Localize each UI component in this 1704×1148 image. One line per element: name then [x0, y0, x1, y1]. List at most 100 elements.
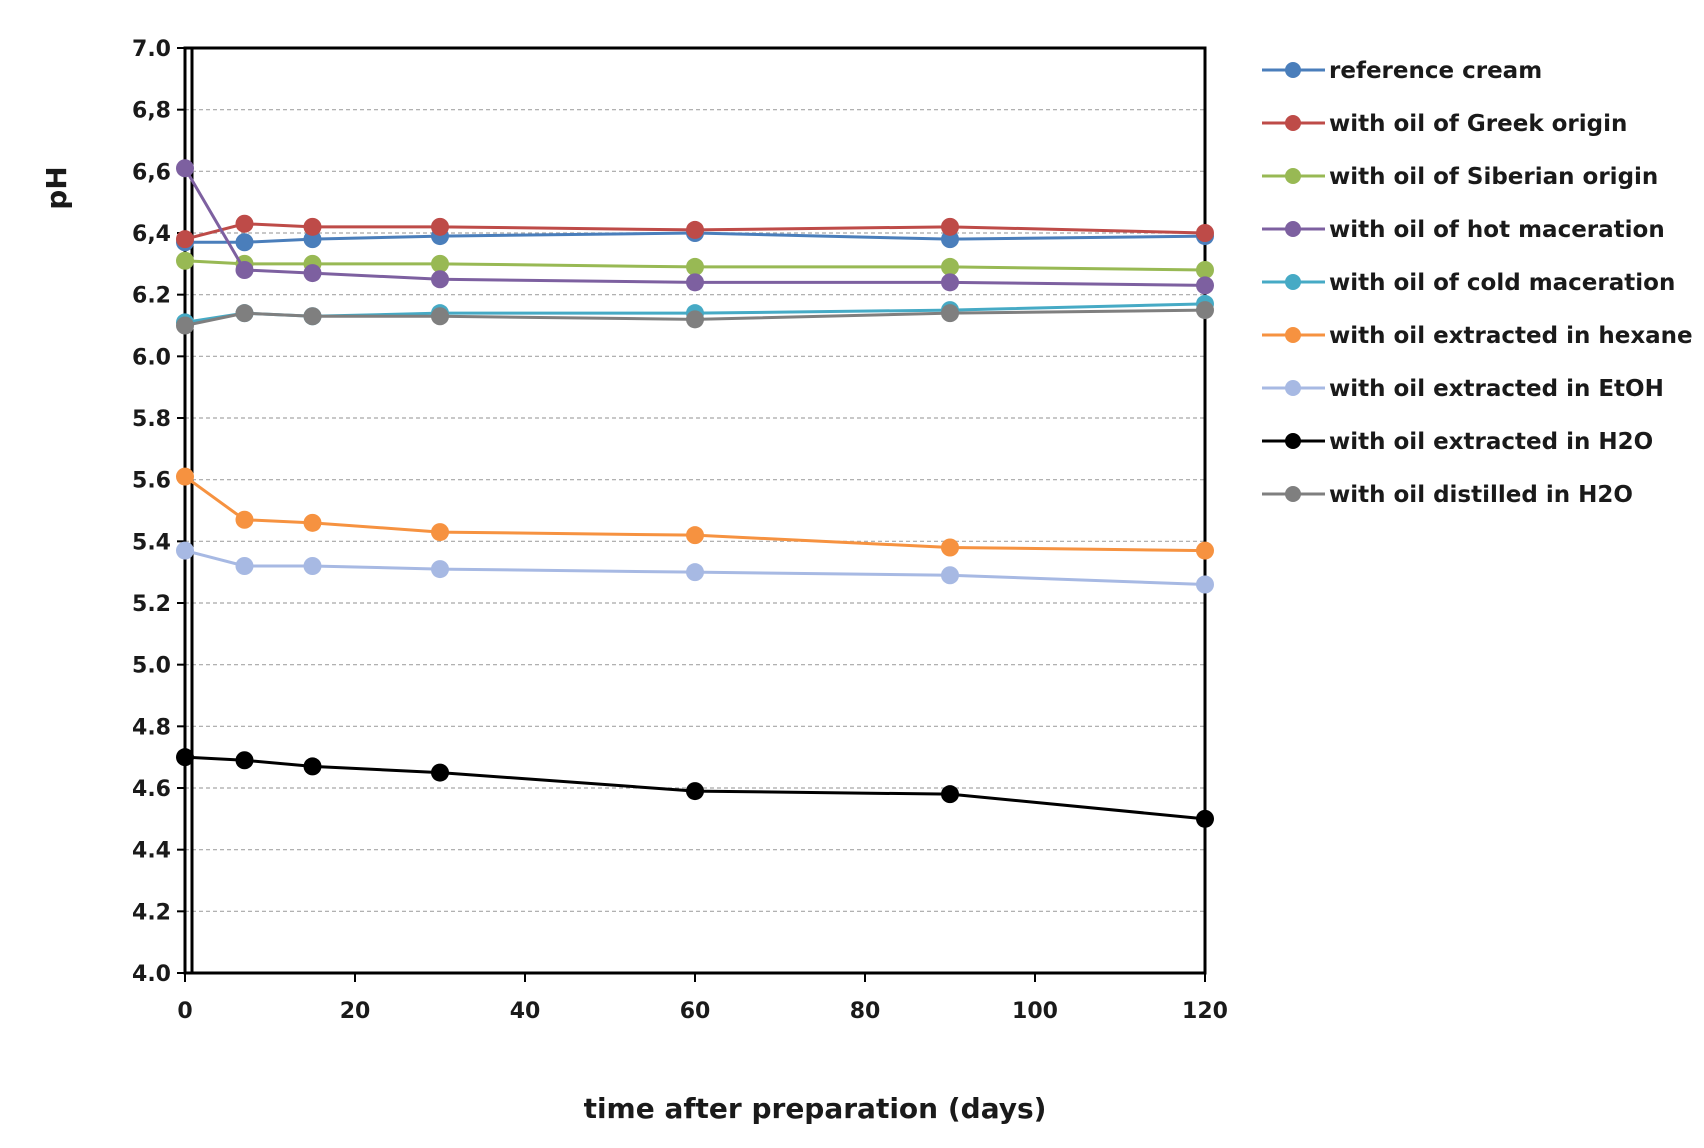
data-point — [431, 217, 449, 236]
data-point — [303, 230, 322, 249]
legend-item: with oil of cold maceration — [1262, 270, 1675, 296]
data-point — [1196, 541, 1214, 560]
legend-swatch-marker — [1285, 433, 1301, 449]
data-point — [176, 230, 194, 249]
y-tick-label: 5.6 — [132, 469, 171, 494]
legend-label: with oil extracted in H2O — [1329, 429, 1653, 455]
data-point — [431, 307, 449, 326]
data-point — [686, 782, 704, 801]
series-3 — [176, 159, 1214, 295]
data-point — [176, 467, 194, 486]
data-point — [176, 541, 194, 560]
y-tick-label: 5.0 — [132, 654, 171, 679]
gridlines — [185, 109, 1205, 912]
legend-swatch-marker — [1285, 168, 1301, 184]
x-tick-label: 120 — [1182, 999, 1228, 1024]
legend-swatch-marker — [1285, 380, 1301, 396]
data-point — [941, 273, 959, 292]
y-tick-label: 5.2 — [132, 592, 171, 617]
legend-swatch-marker — [1285, 62, 1301, 78]
legend-label: with oil of Siberian origin — [1329, 164, 1658, 190]
data-point — [686, 220, 704, 239]
x-tick-label: 100 — [1012, 999, 1058, 1024]
y-tick-label: 7.0 — [132, 37, 171, 62]
data-point — [235, 751, 254, 770]
y-axis-title: pH — [40, 166, 73, 209]
legend-label: with oil of hot maceration — [1329, 217, 1665, 243]
data-point — [176, 748, 194, 767]
legend-swatch-marker — [1285, 327, 1301, 343]
x-tick-label: 80 — [850, 999, 881, 1024]
x-tick-label: 0 — [177, 999, 192, 1024]
legend-item: with oil of Siberian origin — [1262, 164, 1658, 190]
legend-item: with oil of Greek origin — [1262, 111, 1627, 137]
data-point — [941, 538, 959, 557]
legend-label: with oil extracted in hexane — [1329, 323, 1693, 349]
data-point — [235, 510, 254, 529]
data-point — [431, 270, 449, 289]
data-point — [431, 523, 449, 542]
data-point — [235, 214, 254, 233]
data-point — [941, 230, 959, 249]
data-point — [303, 513, 322, 532]
legend-swatch-marker — [1285, 115, 1301, 131]
y-tick-label: 5.4 — [132, 530, 171, 555]
data-point — [686, 526, 704, 545]
y-tick-label: 4.0 — [132, 962, 171, 987]
legend-label: with oil extracted in EtOH — [1329, 376, 1664, 402]
data-point — [941, 785, 959, 804]
legend-swatch-marker — [1285, 221, 1301, 237]
data-point — [303, 264, 322, 283]
data-point — [431, 763, 449, 782]
series-6 — [176, 541, 1214, 594]
legend-swatch-marker — [1285, 274, 1301, 290]
series-1 — [176, 214, 1214, 249]
y-tick-label: 5.8 — [132, 407, 171, 432]
data-point — [1196, 261, 1214, 279]
y-tick-label: 6.0 — [132, 345, 171, 370]
series-layer — [176, 159, 1214, 828]
x-axis-title: time after preparation (days) — [584, 1092, 1047, 1125]
data-point — [941, 566, 959, 585]
data-point — [686, 310, 704, 329]
legend-label: with oil distilled in H2O — [1329, 482, 1633, 508]
data-point — [176, 159, 194, 178]
legend-item: with oil distilled in H2O — [1262, 482, 1633, 508]
series-7 — [176, 748, 1214, 828]
legend: reference cream with oil of Greek origin w… — [1262, 58, 1693, 508]
data-point — [176, 316, 194, 335]
series-5 — [176, 467, 1214, 560]
data-point — [686, 563, 704, 582]
data-point — [235, 557, 254, 575]
series-8 — [176, 301, 1214, 335]
data-point — [941, 257, 959, 276]
data-point — [235, 261, 254, 279]
data-point — [1196, 224, 1214, 242]
data-point — [941, 304, 959, 323]
data-point — [235, 304, 254, 323]
y-tick-label: 6,4 — [132, 222, 171, 247]
x-tick-label: 20 — [340, 999, 371, 1024]
y-tick-label: 4.4 — [132, 839, 171, 864]
legend-label: with oil of Greek origin — [1329, 111, 1627, 137]
legend-label: reference cream — [1329, 58, 1542, 84]
data-point — [686, 257, 704, 276]
data-point — [1196, 276, 1214, 295]
legend-item: with oil extracted in EtOH — [1262, 376, 1664, 402]
data-point — [303, 217, 322, 236]
y-tick-label: 4.8 — [132, 715, 171, 740]
data-point — [303, 757, 322, 776]
plot-area — [183, 46, 1207, 975]
data-point — [431, 254, 449, 273]
legend-swatch-marker — [1285, 486, 1301, 502]
y-tick-label: 6,8 — [132, 99, 171, 124]
y-tick-label: 6.2 — [132, 284, 171, 309]
legend-item: with oil extracted in hexane — [1262, 323, 1693, 349]
legend-item: reference cream — [1262, 58, 1542, 84]
data-point — [686, 273, 704, 292]
x-tick-label: 60 — [680, 999, 711, 1024]
data-point — [176, 251, 194, 270]
data-point — [941, 217, 959, 236]
legend-label: with oil of cold maceration — [1329, 270, 1675, 296]
